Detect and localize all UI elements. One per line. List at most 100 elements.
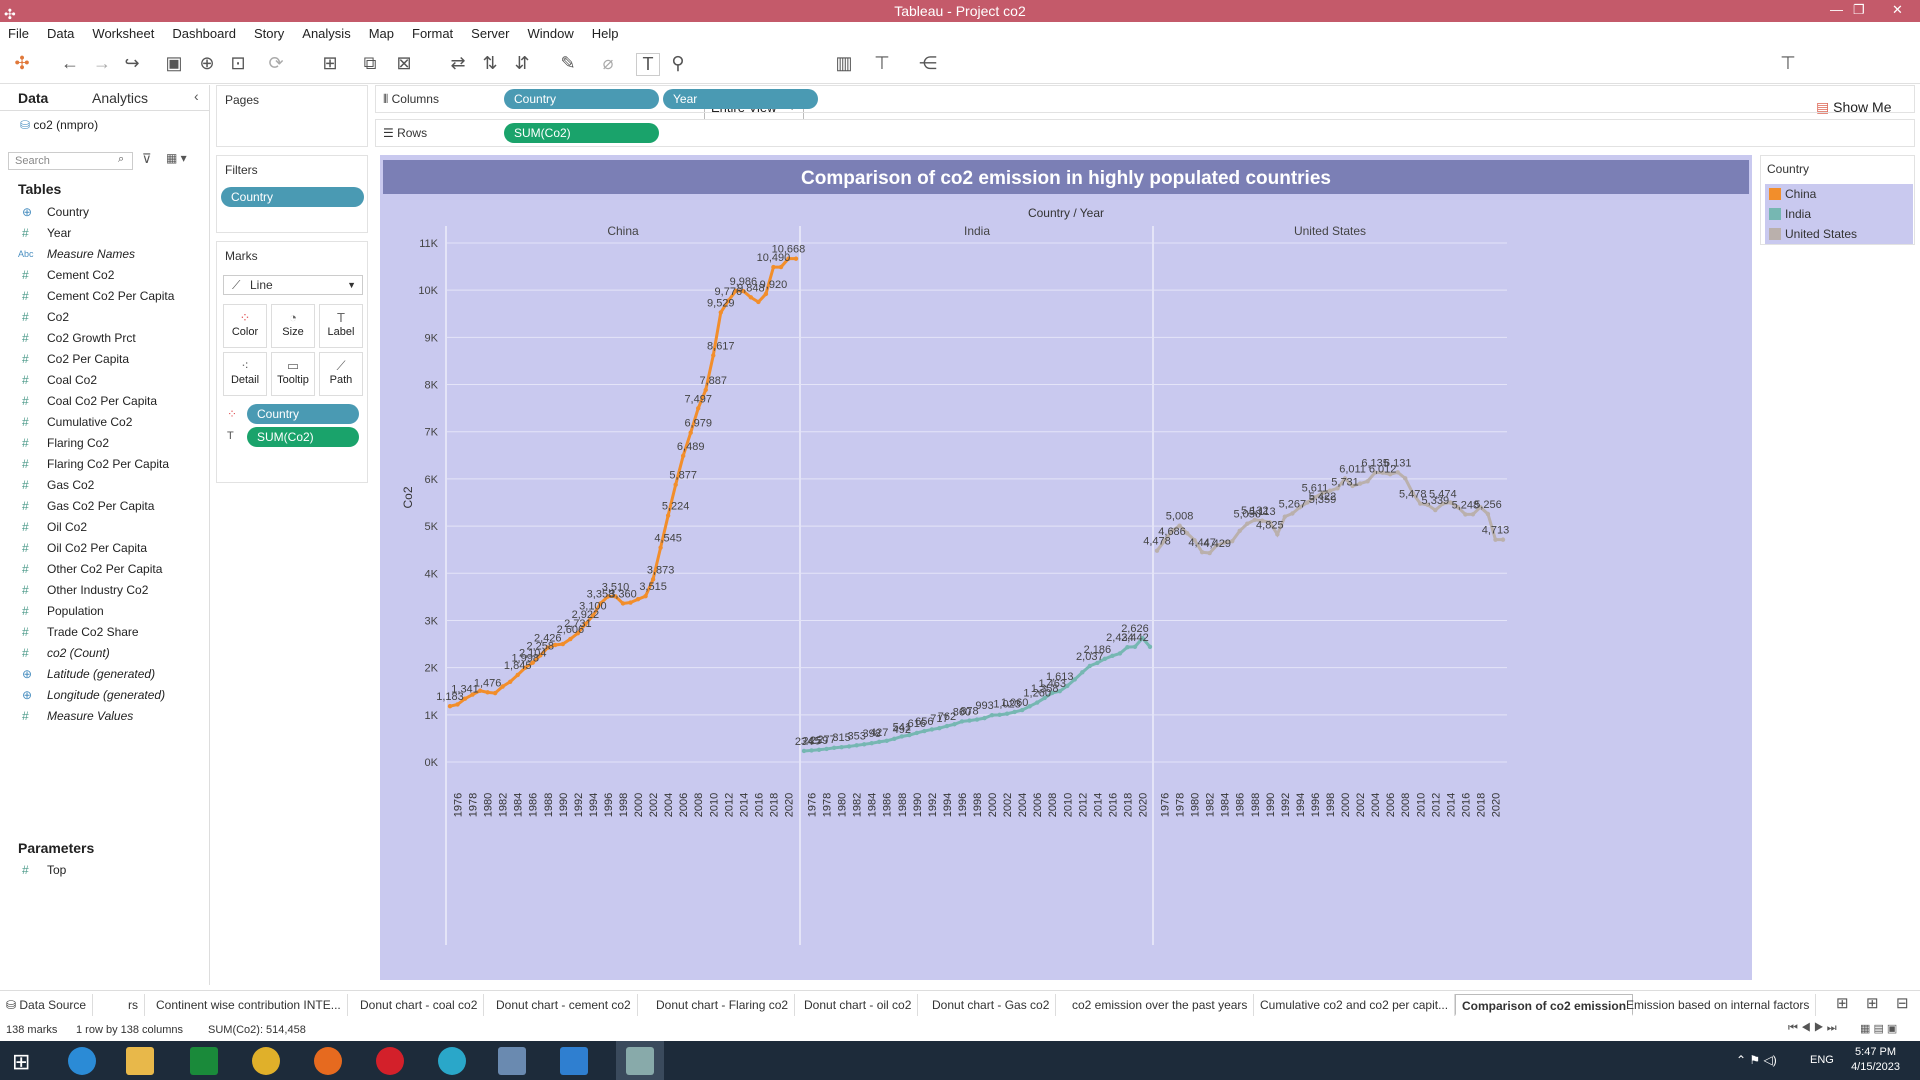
sheet-tab-donut-chart-coal-co2[interactable]: Donut chart - coal co2 bbox=[354, 994, 485, 1016]
marks-sum-co2-pill[interactable]: SUM(Co2) bbox=[247, 427, 359, 447]
redo-icon[interactable]: → bbox=[93, 53, 111, 73]
sheet-tab-rs[interactable]: rs bbox=[122, 994, 145, 1016]
label-button[interactable]: T Label bbox=[319, 304, 363, 348]
path-button[interactable]: ⟋ Path bbox=[319, 352, 363, 396]
new-dashboard-tab-icon[interactable]: ⊞ bbox=[1866, 995, 1879, 1012]
color-button[interactable]: ⁘ Color bbox=[223, 304, 267, 348]
tab-data[interactable]: Data bbox=[18, 90, 49, 106]
detail-button[interactable]: ⁖ Detail bbox=[223, 352, 267, 396]
vscode-icon[interactable] bbox=[560, 1047, 588, 1075]
sheet-view-icon[interactable]: ▦ ▤ ▣ bbox=[1860, 1023, 1898, 1035]
new-story-tab-icon[interactable]: ⊟ bbox=[1896, 995, 1909, 1012]
sheet-tab-continent-wise-contribution-inte[interactable]: Continent wise contribution INTE... bbox=[150, 994, 348, 1016]
swap-icon[interactable]: ⇄ bbox=[450, 53, 466, 73]
sheet-tab-data-source[interactable]: ⛁ Data Source bbox=[0, 994, 94, 1016]
opera-icon[interactable] bbox=[376, 1047, 404, 1075]
language-indicator[interactable]: ENG bbox=[1810, 1054, 1834, 1066]
sheet-tab-donut-chart-gas-co2[interactable]: Donut chart - Gas co2 bbox=[926, 994, 1057, 1016]
collapse-pane-icon[interactable]: ‹ bbox=[194, 88, 199, 104]
field-oil-co2[interactable]: # Oil Co2 bbox=[0, 517, 205, 538]
share-icon[interactable]: ⋲ bbox=[919, 53, 937, 73]
rows-sum-co2-pill[interactable]: SUM(Co2) bbox=[504, 123, 659, 143]
field-co2-growth-prct[interactable]: # Co2 Growth Prct bbox=[0, 328, 205, 349]
legend-item-united-states[interactable]: United States bbox=[1765, 224, 1913, 244]
tableau-taskbar-button[interactable] bbox=[616, 1041, 664, 1080]
datasource-item[interactable]: ⛁ co2 (nmpro) bbox=[20, 118, 99, 132]
menu-dashboard[interactable]: Dashboard bbox=[172, 25, 236, 41]
sheet-tab-donut-chart-cement-co2[interactable]: Donut chart - cement co2 bbox=[490, 994, 638, 1016]
field-coal-co2-per-capita[interactable]: # Coal Co2 Per Capita bbox=[0, 391, 205, 412]
fix-axes-icon[interactable]: ⚲ bbox=[671, 53, 685, 73]
field-cumulative-co2[interactable]: # Cumulative Co2 bbox=[0, 412, 205, 433]
tray-icons[interactable]: ⌃ ⚑ ◁) bbox=[1736, 1053, 1777, 1067]
mark-type-select[interactable]: ⟋ Line ▼ bbox=[223, 275, 363, 295]
menu-map[interactable]: Map bbox=[368, 25, 394, 41]
duplicate-icon[interactable]: ⧉ bbox=[363, 53, 377, 73]
menu-server[interactable]: Server bbox=[471, 25, 510, 41]
sort-descending-icon[interactable]: ⇵ bbox=[514, 53, 530, 73]
replay-icon[interactable]: ↪ bbox=[124, 53, 140, 73]
tooltip-button[interactable]: ▭ Tooltip bbox=[271, 352, 315, 396]
field-cement-co2-per-capita[interactable]: # Cement Co2 Per Capita bbox=[0, 286, 205, 307]
field-other-industry-co2[interactable]: # Other Industry Co2 bbox=[0, 580, 205, 601]
sheet-tab-donut-chart-flaring-co2[interactable]: Donut chart - Flaring co2 bbox=[650, 994, 796, 1016]
undo-icon[interactable]: ← bbox=[61, 53, 79, 73]
new-worksheet-tab-icon[interactable]: ⊞ bbox=[1836, 995, 1849, 1012]
menu-data[interactable]: Data bbox=[46, 25, 75, 41]
field-other-co2-per-capita[interactable]: # Other Co2 Per Capita bbox=[0, 559, 205, 580]
field-year[interactable]: # Year bbox=[0, 223, 205, 244]
menu-file[interactable]: File bbox=[8, 25, 29, 41]
cards-icon[interactable]: ▥ bbox=[835, 53, 853, 73]
legend-item-india[interactable]: India bbox=[1765, 204, 1913, 224]
sheet-tab-comparison-of-co2-emission[interactable]: Comparison of co2 emission bbox=[1455, 994, 1634, 1016]
legend-item-china[interactable]: China bbox=[1765, 184, 1913, 204]
field-gas-co2-per-capita[interactable]: # Gas Co2 Per Capita bbox=[0, 496, 205, 517]
field-co2-count[interactable]: # co2 (Count) bbox=[0, 643, 205, 664]
file-explorer-icon[interactable] bbox=[126, 1047, 154, 1075]
pause-updates-icon[interactable]: ⊡ bbox=[230, 53, 246, 73]
columns-year-pill[interactable]: Year bbox=[663, 89, 818, 109]
sheet-tab-co2-emission-over-the-past-years[interactable]: co2 emission over the past years bbox=[1066, 994, 1255, 1016]
field-country[interactable]: ⊕ Country bbox=[0, 202, 205, 223]
new-worksheet-icon[interactable]: ⊞ bbox=[322, 53, 338, 73]
show-me-button[interactable]: ▤ Show Me bbox=[1816, 99, 1892, 115]
tab-navigation-icon[interactable]: ⏮ ◀ ▶ ⏭ bbox=[1788, 1022, 1837, 1034]
windows-start-icon[interactable]: ⊞ bbox=[12, 1049, 31, 1074]
menu-window[interactable]: Window bbox=[527, 25, 574, 41]
tab-analytics[interactable]: Analytics bbox=[92, 90, 149, 106]
presentation-icon[interactable]: ⊤ bbox=[874, 53, 890, 73]
refresh-icon[interactable]: ⟳ bbox=[268, 53, 284, 73]
field-population[interactable]: # Population bbox=[0, 601, 205, 622]
columns-country-pill[interactable]: Country bbox=[504, 89, 659, 109]
new-datasource-icon[interactable]: ⊕ bbox=[199, 53, 215, 73]
field-flaring-co2[interactable]: # Flaring Co2 bbox=[0, 433, 205, 454]
firefox-icon[interactable] bbox=[314, 1047, 342, 1075]
show-labels-icon[interactable]: T bbox=[636, 53, 660, 76]
sheet-tab-emission-based-on-internal-factors[interactable]: Emission based on internal factors bbox=[1620, 994, 1817, 1016]
minimize-icon[interactable]: — bbox=[1830, 2, 1843, 17]
field-flaring-co2-per-capita[interactable]: # Flaring Co2 Per Capita bbox=[0, 454, 205, 475]
photos-icon[interactable] bbox=[498, 1047, 526, 1075]
tableau-logo-icon[interactable]: ✣ bbox=[14, 53, 30, 73]
sheet-tab-cumulative-co2-and-co2-per-capit[interactable]: Cumulative co2 and co2 per capit... bbox=[1254, 994, 1456, 1016]
restore-icon[interactable]: ❐ bbox=[1853, 2, 1865, 17]
marks-country-pill[interactable]: Country bbox=[247, 404, 359, 424]
field-gas-co2[interactable]: # Gas Co2 bbox=[0, 475, 205, 496]
field-co2-per-capita[interactable]: # Co2 Per Capita bbox=[0, 349, 205, 370]
field-cement-co2[interactable]: # Cement Co2 bbox=[0, 265, 205, 286]
menu-help[interactable]: Help bbox=[591, 25, 619, 41]
highlight-icon[interactable]: ✎ bbox=[560, 53, 576, 73]
search-input[interactable]: Search bbox=[8, 152, 133, 170]
field-coal-co2[interactable]: # Coal Co2 bbox=[0, 370, 205, 391]
sheet-tab-donut-chart-oil-co2[interactable]: Donut chart - oil co2 bbox=[798, 994, 919, 1016]
chrome-icon[interactable] bbox=[252, 1047, 280, 1075]
size-button[interactable]: ◔ Size bbox=[271, 304, 315, 348]
edge-icon[interactable] bbox=[438, 1047, 466, 1075]
field-measure-values[interactable]: # Measure Values bbox=[0, 706, 205, 727]
close-icon[interactable]: ✕ bbox=[1892, 2, 1903, 17]
format-painter-icon[interactable]: ⊤ bbox=[1780, 53, 1796, 73]
menu-analysis[interactable]: Analysis bbox=[302, 25, 351, 41]
menu-worksheet[interactable]: Worksheet bbox=[92, 25, 155, 41]
field-latitude-generated[interactable]: ⊕ Latitude (generated) bbox=[0, 664, 205, 685]
field-measure-names[interactable]: Abc Measure Names bbox=[0, 244, 205, 265]
